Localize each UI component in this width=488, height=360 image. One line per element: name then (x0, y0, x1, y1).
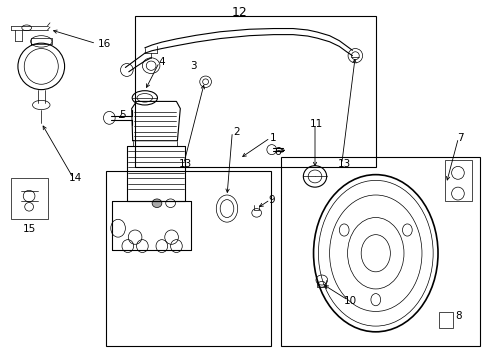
Bar (438, 312, 452, 328)
Bar (106, 171, 271, 346)
Text: 6: 6 (274, 147, 281, 157)
Text: 9: 9 (267, 195, 274, 204)
Text: 11: 11 (309, 118, 323, 129)
Bar (444, 160, 470, 202)
Text: 14: 14 (68, 173, 82, 183)
Text: 3: 3 (190, 61, 196, 71)
Text: 7: 7 (457, 133, 463, 143)
Bar (11, 178, 47, 219)
Text: 13: 13 (337, 159, 350, 169)
Text: 5: 5 (120, 110, 126, 120)
Text: 12: 12 (231, 6, 247, 19)
Text: 4: 4 (158, 57, 165, 67)
Text: 16: 16 (98, 39, 111, 49)
Ellipse shape (152, 199, 162, 207)
Bar (281, 157, 479, 346)
Bar (135, 16, 375, 167)
Text: 1: 1 (269, 133, 275, 143)
Text: 13: 13 (178, 159, 191, 169)
Text: 10: 10 (343, 296, 356, 306)
Text: 8: 8 (454, 311, 461, 321)
Text: 15: 15 (23, 224, 36, 234)
Text: 2: 2 (232, 127, 239, 137)
